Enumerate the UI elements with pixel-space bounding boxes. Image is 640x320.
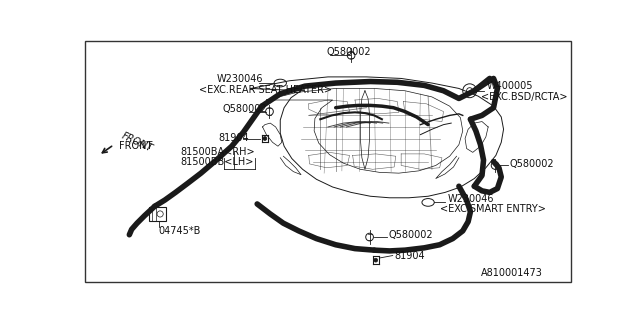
Text: FRONT: FRONT <box>118 141 152 151</box>
Text: FRONT: FRONT <box>120 131 154 154</box>
Text: 81500BB<LH>: 81500BB<LH> <box>180 156 253 167</box>
Text: <EXC.REAR SEAT HEATER>: <EXC.REAR SEAT HEATER> <box>200 85 332 95</box>
Circle shape <box>374 258 378 262</box>
Text: Q580002: Q580002 <box>509 159 554 169</box>
Text: Q580002: Q580002 <box>326 47 371 57</box>
Text: Q580002: Q580002 <box>223 104 267 114</box>
Text: W400005: W400005 <box>486 81 533 91</box>
Text: W230046: W230046 <box>216 74 263 84</box>
Text: 04745*B: 04745*B <box>159 226 201 236</box>
Text: 81500BA<RH>: 81500BA<RH> <box>180 147 255 157</box>
Text: Q580002: Q580002 <box>388 230 433 240</box>
Text: 81904: 81904 <box>219 133 250 143</box>
Circle shape <box>263 137 267 140</box>
Bar <box>148 207 166 221</box>
Text: <EXC.SMART ENTRY>: <EXC.SMART ENTRY> <box>440 204 547 213</box>
Text: A810001473: A810001473 <box>481 268 542 278</box>
Text: W230046: W230046 <box>448 194 495 204</box>
Text: 81904: 81904 <box>394 251 425 260</box>
Text: <EXC.BSD/RCTA>: <EXC.BSD/RCTA> <box>481 92 568 102</box>
